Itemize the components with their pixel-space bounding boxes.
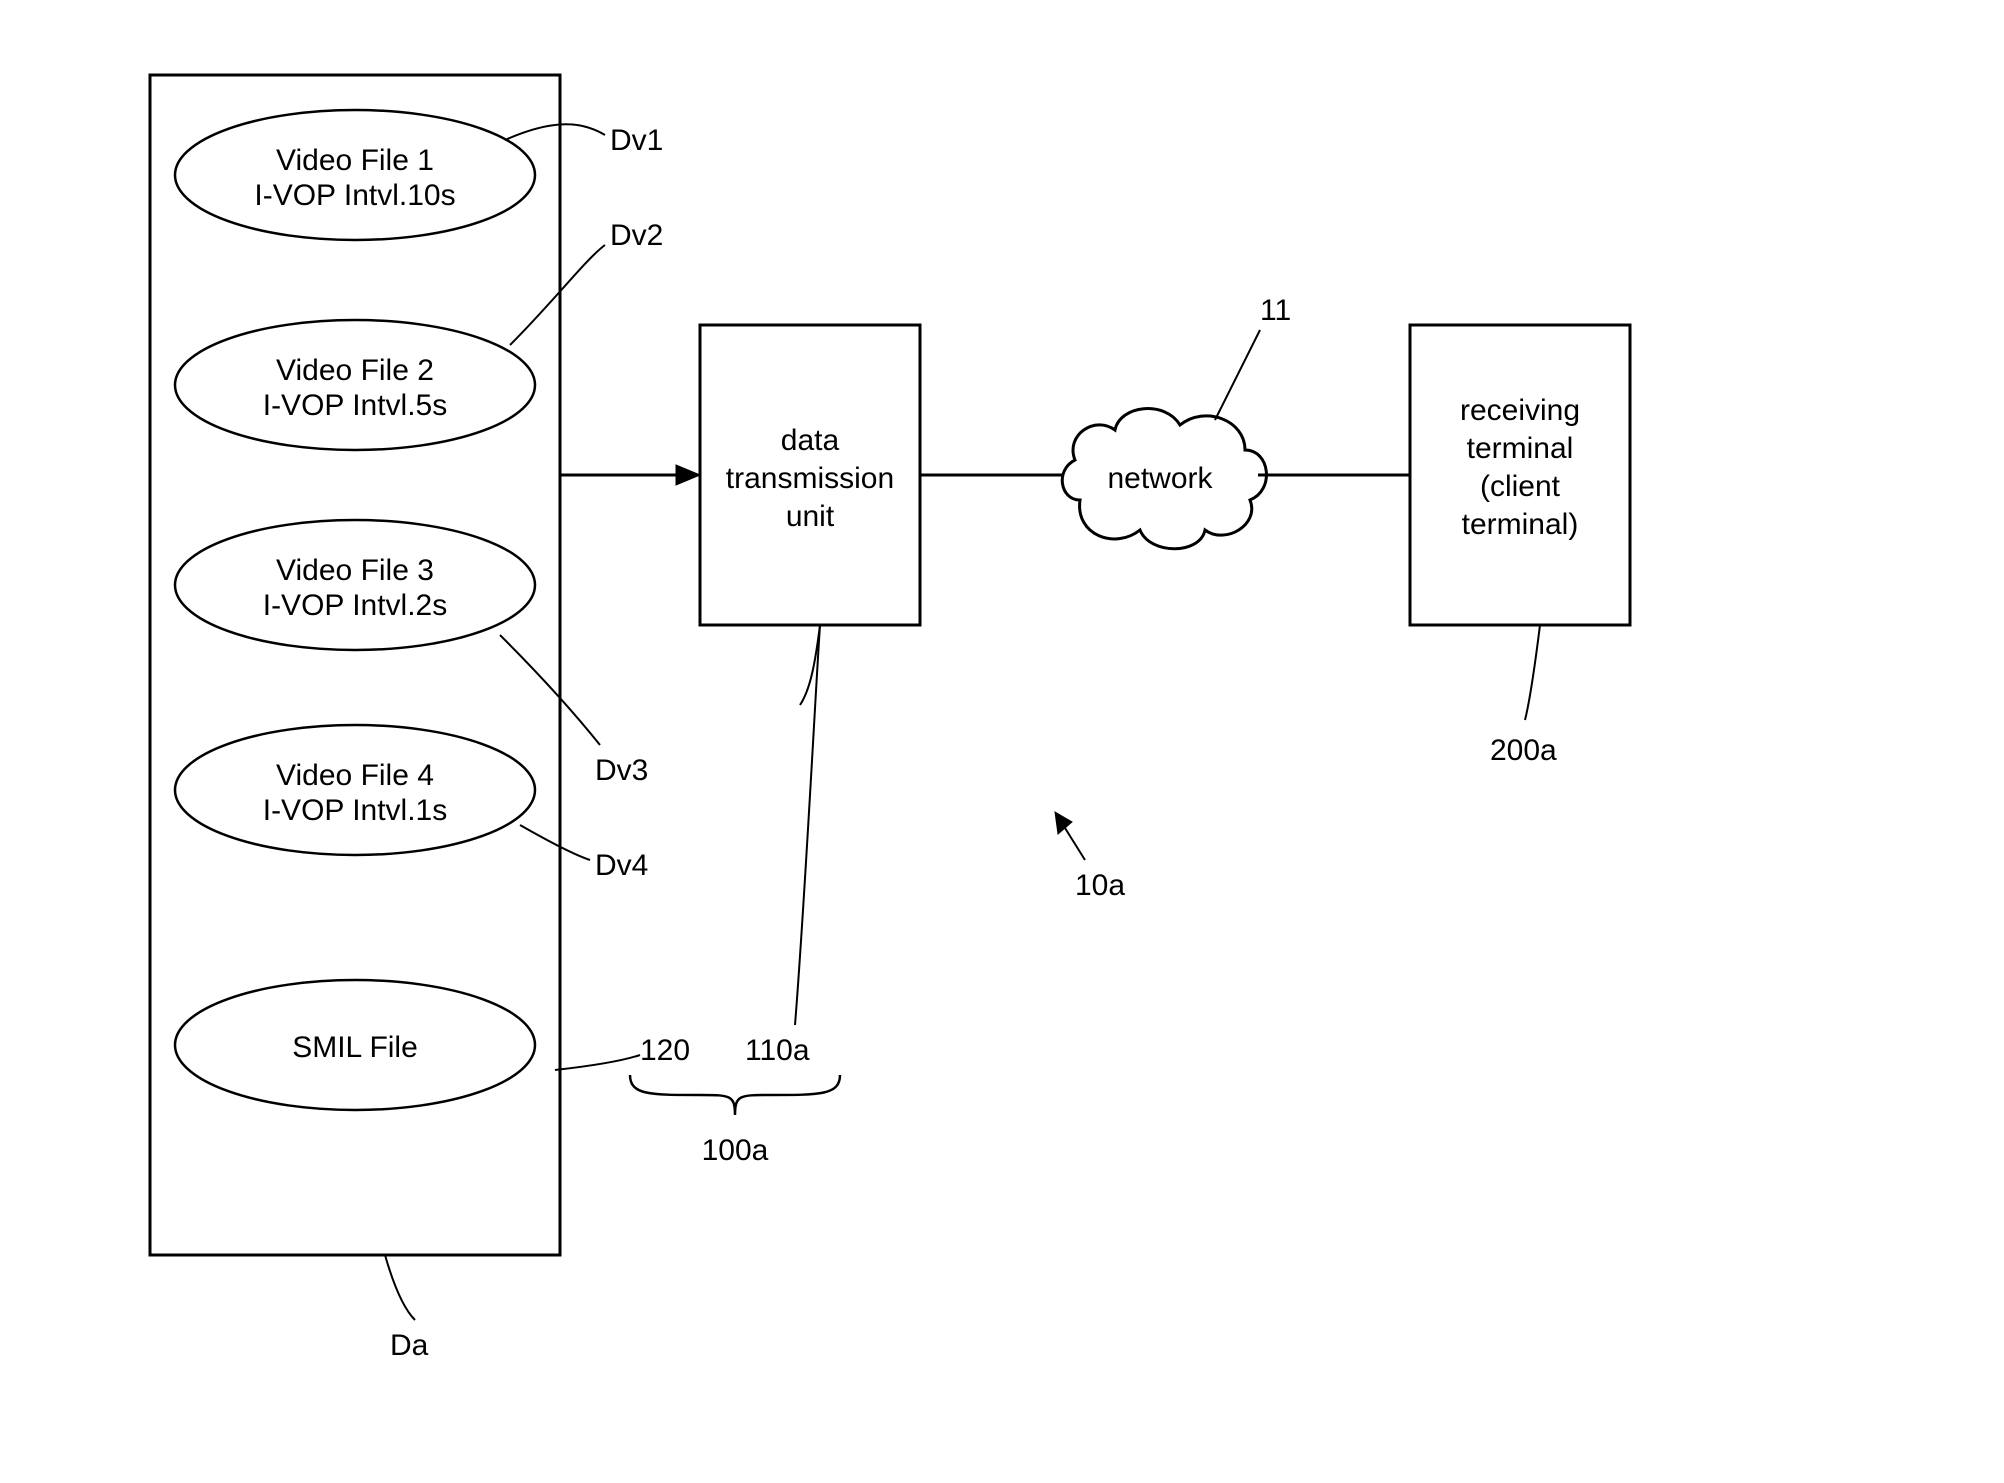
term-line2: terminal [1467, 432, 1574, 465]
receiving-terminal: receiving terminal (client terminal) [1410, 325, 1630, 625]
dtu-line1: data [781, 424, 840, 457]
server-group-brace: 100a [630, 625, 840, 1167]
file-ellipse-dv1: Video File 1 I-VOP Intvl.10s [175, 110, 535, 240]
leader-200a [1525, 625, 1540, 720]
file-ellipse-smil: SMIL File [175, 980, 535, 1110]
label-10a: 10a [1075, 869, 1125, 902]
label-100a: 100a [702, 1134, 769, 1167]
term-line4: terminal) [1462, 508, 1579, 541]
network-label: network [1107, 462, 1213, 495]
file-line1: Video File 2 [276, 354, 434, 387]
label-120: 120 [640, 1034, 690, 1067]
file-line2: I-VOP Intvl.1s [263, 794, 448, 827]
file-ellipse-dv2: Video File 2 I-VOP Intvl.5s [175, 320, 535, 450]
file-line1: SMIL File [292, 1031, 418, 1064]
term-line3: (client [1480, 470, 1561, 503]
label-dv4: Dv4 [595, 849, 648, 882]
label-dv2: Dv2 [610, 219, 663, 252]
term-line1: receiving [1460, 394, 1580, 427]
storage-box: Video File 1 I-VOP Intvl.10s Dv1 Video F… [150, 75, 690, 1362]
file-line2: I-VOP Intvl.2s [263, 589, 448, 622]
file-line2: I-VOP Intvl.10s [254, 179, 455, 212]
edge-storage-to-dtu [560, 465, 700, 485]
label-11: 11 [1260, 294, 1291, 327]
leader-120 [555, 1055, 640, 1070]
system-ref-10a: 10a [1055, 812, 1125, 902]
label-110a: 110a [745, 1034, 810, 1067]
file-line1: Video File 1 [276, 144, 434, 177]
label-200a: 200a [1490, 734, 1557, 767]
dtu-line3: unit [786, 500, 835, 533]
network-cloud: network [1062, 409, 1266, 549]
file-ellipse-dv3: Video File 3 I-VOP Intvl.2s [175, 520, 535, 650]
label-dv3: Dv3 [595, 754, 648, 787]
leader-da [385, 1255, 415, 1320]
data-transmission-unit: data transmission unit [700, 325, 920, 625]
file-line1: Video File 3 [276, 554, 434, 587]
file-ellipse-dv4: Video File 4 I-VOP Intvl.1s [175, 725, 535, 855]
dtu-line2: transmission [726, 462, 894, 495]
leader-11 [1215, 330, 1260, 420]
file-line1: Video File 4 [276, 759, 434, 792]
file-line2: I-VOP Intvl.5s [263, 389, 448, 422]
label-da: Da [390, 1329, 429, 1362]
label-dv1: Dv1 [610, 124, 663, 157]
